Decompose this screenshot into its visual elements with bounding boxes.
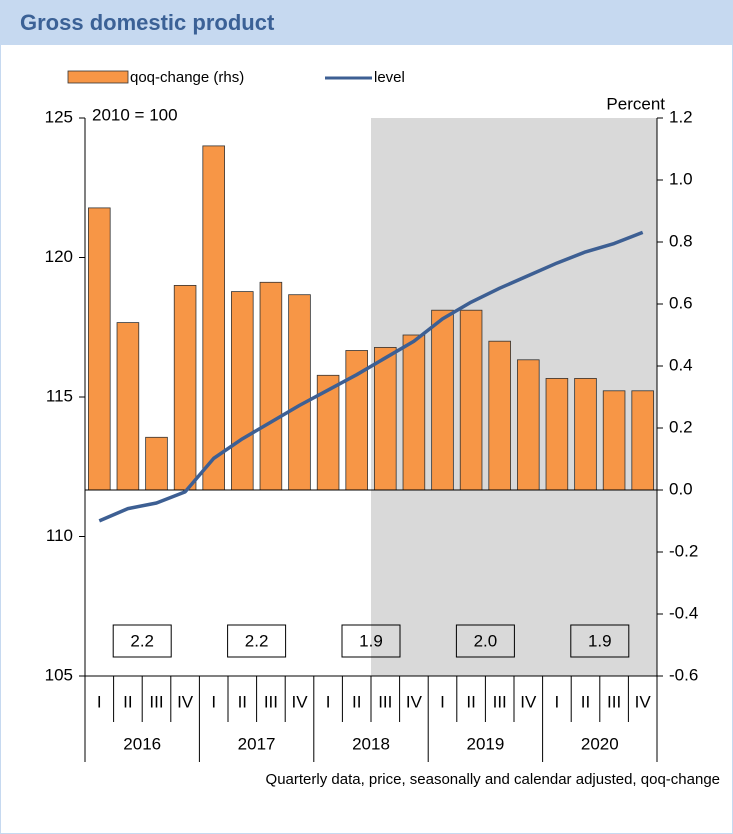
y2-tick-label: 0.8 — [669, 231, 693, 250]
bar — [173, 284, 197, 491]
year-label: 2020 — [581, 734, 619, 753]
y2-label: Percent — [606, 94, 665, 113]
annual-box — [112, 624, 172, 658]
y2-tick-label: 0.6 — [669, 293, 693, 312]
y2-tick-label: -0.2 — [669, 541, 698, 560]
year-label: 2018 — [352, 734, 390, 753]
bar — [231, 291, 254, 491]
year-label: 2016 — [123, 734, 161, 753]
x-tick-label: III — [493, 692, 507, 711]
subtitle: 2010 = 100 — [92, 105, 178, 124]
bar — [488, 340, 511, 491]
x-tick-label: III — [264, 692, 278, 711]
bar — [88, 207, 111, 491]
annual-label: 2.0 — [474, 631, 498, 650]
y-tick-label: 105 — [45, 665, 73, 684]
annual-box — [341, 624, 401, 658]
x-tick-label: II — [466, 692, 475, 711]
annual-box — [570, 624, 630, 658]
x-tick-label: I — [211, 692, 216, 711]
x-tick-label: I — [440, 692, 445, 711]
bar — [431, 309, 454, 491]
bar — [402, 334, 426, 491]
annual-label: 2.2 — [130, 631, 154, 650]
y2-tick-label: 0.4 — [669, 355, 693, 374]
footnote: Quarterly data, price, seasonally and ca… — [266, 771, 720, 788]
bar — [374, 346, 397, 491]
bar — [602, 390, 626, 491]
bar — [574, 377, 597, 491]
legend-swatch — [67, 70, 129, 84]
bar — [459, 309, 483, 491]
annual-label: 1.9 — [588, 631, 612, 650]
x-tick-label: I — [97, 692, 102, 711]
bar — [545, 377, 569, 491]
x-tick-label: IV — [406, 692, 423, 711]
x-tick-label: II — [123, 692, 132, 711]
x-tick-label: II — [238, 692, 247, 711]
bar — [259, 281, 283, 491]
y2-tick-label: -0.6 — [669, 665, 698, 684]
x-tick-label: III — [149, 692, 163, 711]
bar — [288, 294, 311, 491]
x-tick-label: IV — [177, 692, 194, 711]
x-tick-label: I — [555, 692, 560, 711]
y2-tick-label: 1.0 — [669, 169, 693, 188]
x-tick-label: IV — [520, 692, 537, 711]
bar — [631, 390, 654, 491]
x-tick-label: IV — [635, 692, 652, 711]
y2-tick-label: 0.0 — [669, 479, 693, 498]
y-tick-label: 115 — [46, 386, 73, 405]
legend-label: level — [374, 69, 405, 86]
y-tick-label: 110 — [46, 526, 73, 545]
annual-label: 2.2 — [245, 631, 269, 650]
x-tick-label: IV — [291, 692, 308, 711]
year-label: 2019 — [466, 734, 504, 753]
bar — [517, 359, 540, 491]
y2-tick-label: -0.4 — [669, 603, 698, 622]
x-tick-label: III — [378, 692, 392, 711]
x-tick-label: I — [326, 692, 331, 711]
y-tick-label: 120 — [45, 247, 73, 266]
annual-label: 1.9 — [359, 631, 383, 650]
chart-title: Gross domestic product — [20, 10, 275, 35]
bar — [116, 322, 140, 491]
x-tick-label: II — [352, 692, 361, 711]
legend-label: qoq-change (rhs) — [130, 69, 244, 86]
annual-box — [455, 624, 515, 658]
bar — [202, 145, 225, 491]
y2-tick-label: 0.2 — [669, 417, 693, 436]
annual-box — [227, 624, 287, 658]
y2-tick-label: 1.2 — [669, 107, 693, 126]
title-bar — [0, 0, 733, 45]
x-tick-label: III — [607, 692, 621, 711]
y-tick-label: 125 — [45, 107, 73, 126]
x-tick-label: II — [581, 692, 590, 711]
bar — [145, 436, 168, 491]
year-label: 2017 — [238, 734, 276, 753]
level-line — [98, 230, 644, 523]
